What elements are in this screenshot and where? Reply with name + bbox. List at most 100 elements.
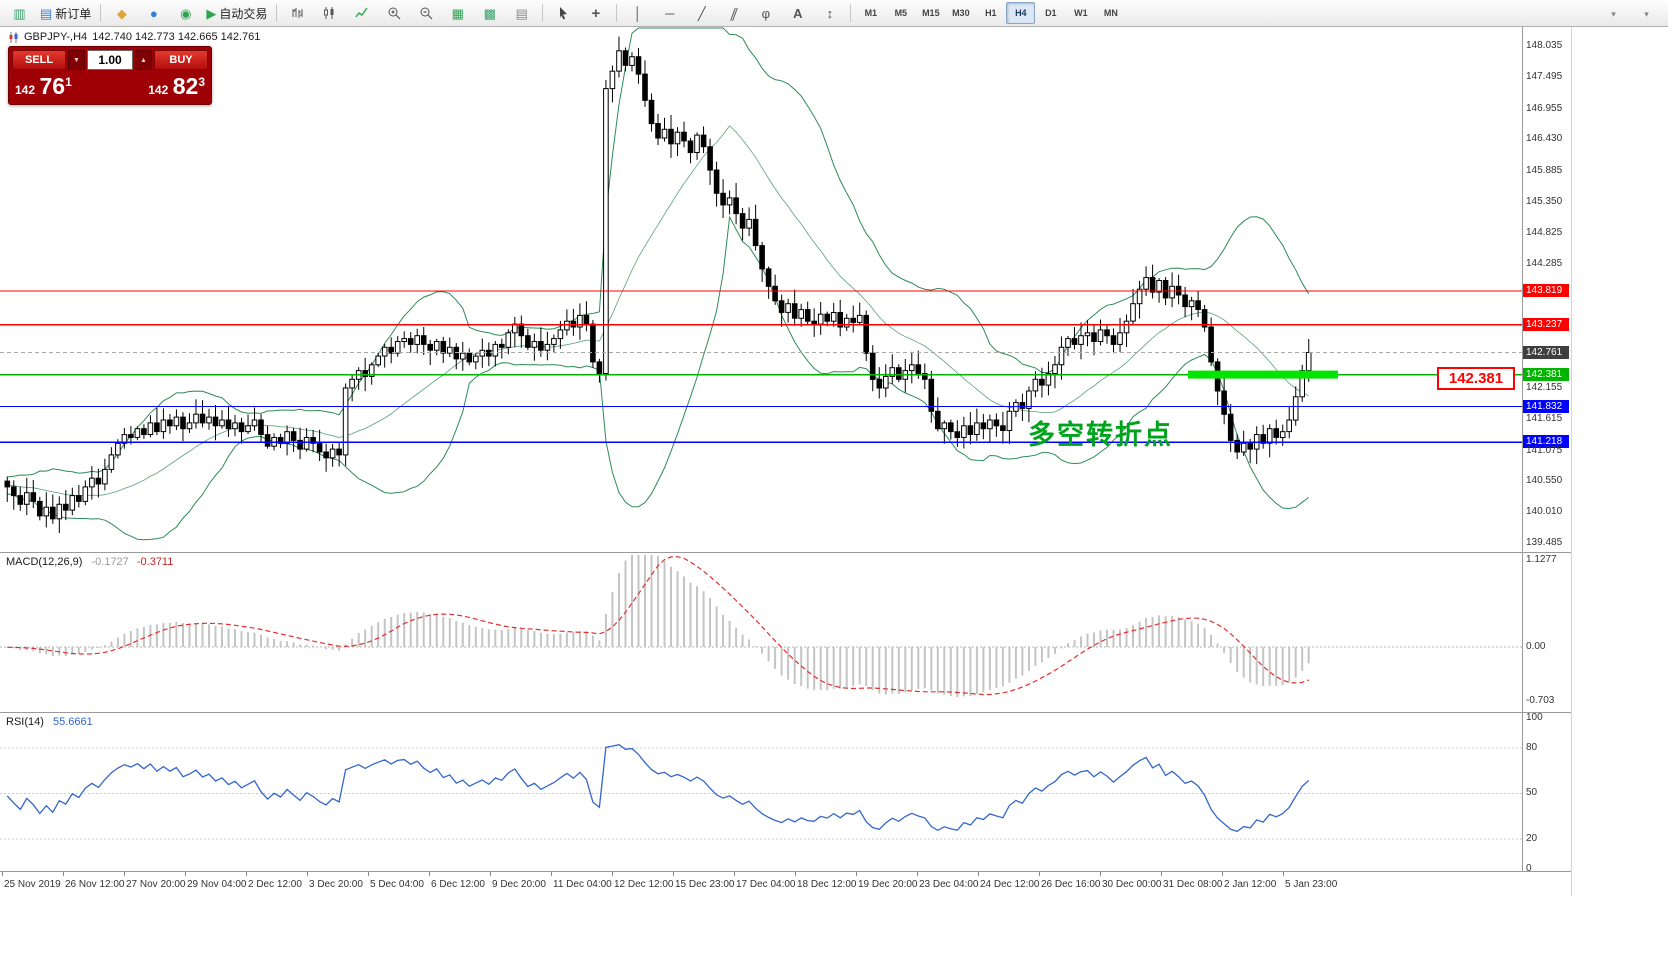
horizontal-line-tool[interactable]: ─ <box>665 5 675 21</box>
timeframe-m1[interactable]: M1 <box>864 8 878 18</box>
volume-input[interactable] <box>87 50 133 70</box>
candlestick-chart-icon[interactable] <box>314 1 345 25</box>
rsi-indicator-panel[interactable] <box>0 713 1522 871</box>
fibonacci-tool[interactable]: φ <box>761 5 771 21</box>
price-callout-label[interactable]: 142.381 <box>1437 367 1515 390</box>
macd-indicator-panel[interactable] <box>0 553 1522 712</box>
time-tick <box>1039 872 1040 876</box>
trendline-tool[interactable]: ╱ <box>697 5 706 21</box>
separator <box>276 4 278 22</box>
overflow-icon-1[interactable]: ▾ <box>1611 8 1616 19</box>
crosshair-tool[interactable]: + <box>591 4 601 22</box>
cascade-windows-icon[interactable]: ▩ <box>483 5 496 21</box>
time-tick <box>856 872 857 876</box>
time-label: 17 Dec 04:00 <box>736 879 796 890</box>
panel-separator[interactable] <box>0 871 1572 872</box>
chart-window-glyph: ▥ <box>13 5 26 21</box>
timeframe-h1[interactable]: H1 <box>985 8 997 18</box>
zoom-out-icon[interactable] <box>410 1 441 25</box>
time-label: 11 Dec 04:00 <box>553 879 612 890</box>
time-tick <box>1161 872 1162 876</box>
volume-increase-button[interactable]: ▲ <box>135 50 152 70</box>
new-order-button[interactable]: ▤ 新订单 <box>36 1 95 25</box>
time-tick <box>1222 872 1223 876</box>
time-label: 5 Jan 23:00 <box>1285 879 1338 890</box>
macd-tick: 0.00 <box>1526 641 1546 652</box>
price-tick: 140.550 <box>1526 475 1563 487</box>
time-tick <box>490 872 491 876</box>
overflow-icon-2[interactable]: ▾ <box>1644 8 1649 19</box>
vertical-line-tool[interactable]: │ <box>633 5 642 21</box>
time-label: 2 Dec 12:00 <box>248 879 302 890</box>
price-scale[interactable]: 143.819 143.237 142.761 142.381 141.832 141.2… <box>1523 0 1571 953</box>
time-label: 26 Dec 16:00 <box>1041 879 1101 890</box>
timeframe-m5[interactable]: M5 <box>894 8 908 18</box>
time-tick <box>307 872 308 876</box>
timeframe-group: M1 M5 M15 M30 H1 H4 D1 W1 MN <box>856 2 1125 24</box>
time-tick <box>734 872 735 876</box>
panel-separator[interactable] <box>0 712 1572 713</box>
one-click-trade-panel: SELL ▼ ▲ BUY 142 761 142 823 <box>8 46 212 105</box>
time-label: 5 Dec 04:00 <box>370 879 424 890</box>
timeframe-d1[interactable]: D1 <box>1045 8 1057 18</box>
price-level-badge-support-lower: 141.218 <box>1523 435 1569 449</box>
price-level-badge-support-upper: 141.832 <box>1523 399 1569 413</box>
line-chart-icon[interactable] <box>346 1 377 25</box>
channel-tool[interactable]: ∥ <box>727 5 740 21</box>
macd-tick: 1.1277 <box>1526 554 1557 566</box>
text-tool[interactable]: A <box>793 5 803 21</box>
separator <box>100 4 102 22</box>
time-tick <box>368 872 369 876</box>
sell-button[interactable]: SELL <box>12 50 66 70</box>
time-tick <box>124 872 125 876</box>
time-tick <box>429 872 430 876</box>
new-order-label: 新订单 <box>55 6 92 21</box>
time-tick <box>2 872 3 876</box>
timeframe-m15[interactable]: M15 <box>922 8 940 18</box>
time-tick <box>673 872 674 876</box>
price-tick: 140.010 <box>1526 506 1563 518</box>
time-tick <box>551 872 552 876</box>
chart-window-icon[interactable]: ▥ <box>4 1 35 25</box>
new-order-icon: ▤ <box>40 5 53 21</box>
bar-chart-icon[interactable] <box>282 1 313 25</box>
cursor-tool[interactable] <box>548 1 579 25</box>
time-tick <box>246 872 247 876</box>
price-level-badge-pivot-green: 142.381 <box>1523 367 1569 381</box>
tile-windows-icon[interactable]: ▦ <box>451 5 464 21</box>
time-label: 15 Dec 23:00 <box>675 879 735 890</box>
timeframe-h4[interactable]: H4 <box>1006 2 1036 24</box>
sell-price[interactable]: 142 761 <box>15 73 72 99</box>
macd-header: MACD(12,26,9) -0.1727 -0.3711 <box>6 556 173 568</box>
buy-price[interactable]: 142 823 <box>148 73 205 99</box>
buy-button[interactable]: BUY <box>154 50 208 70</box>
timeframe-mn[interactable]: MN <box>1103 8 1118 18</box>
volume-decrease-button[interactable]: ▼ <box>68 50 85 70</box>
main-price-chart[interactable] <box>0 27 1522 552</box>
autotrading-button[interactable]: ▶ 自动交易 <box>202 1 271 25</box>
time-label: 2 Jan 12:00 <box>1224 879 1277 890</box>
timeframe-m30[interactable]: M30 <box>952 8 970 18</box>
rsi-tick: 80 <box>1526 742 1538 754</box>
time-axis[interactable]: 25 Nov 2019 26 Nov 12:00 27 Nov 20:00 29 No… <box>0 872 1572 898</box>
price-tick: 144.825 <box>1526 226 1563 238</box>
price-tick: 146.430 <box>1526 133 1563 145</box>
globe-icon[interactable]: ● <box>149 5 158 21</box>
timeframe-w1[interactable]: W1 <box>1074 8 1088 18</box>
time-label: 24 Dec 12:00 <box>980 879 1040 890</box>
panel-separator[interactable] <box>0 552 1572 553</box>
price-tick: 146.955 <box>1526 102 1563 114</box>
arrows-tool[interactable]: ↕ <box>826 5 834 21</box>
separator <box>542 4 544 22</box>
zoom-in-icon[interactable] <box>378 1 409 25</box>
macd-signal-value: -0.3711 <box>136 556 174 568</box>
indicator-list-icon[interactable]: ▤ <box>515 5 528 21</box>
macd-tick: -0.703 <box>1526 695 1555 707</box>
time-label: 9 Dec 20:00 <box>492 879 546 890</box>
rsi-value: 55.6661 <box>52 716 93 728</box>
funnel-icon[interactable]: ◆ <box>116 5 127 21</box>
community-icon[interactable]: ◉ <box>180 5 192 21</box>
time-tick <box>185 872 186 876</box>
autotrading-label: 自动交易 <box>219 6 268 21</box>
price-tick: 141.615 <box>1526 413 1563 425</box>
